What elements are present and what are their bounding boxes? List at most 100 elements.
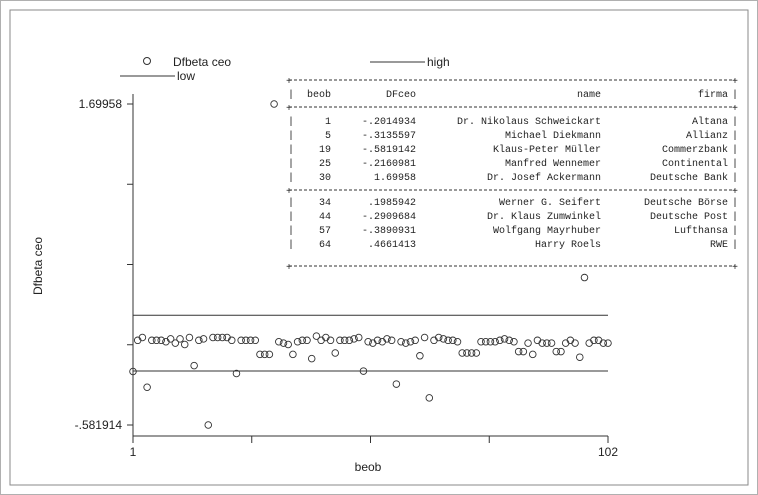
scatter-point	[444, 336, 452, 345]
scatter-point	[425, 394, 434, 402]
scatter-point	[434, 333, 443, 342]
listing-cell: Dr. Nikolaus Schweickart	[457, 116, 601, 128]
scatter-point	[463, 349, 471, 357]
scatter-point	[514, 347, 523, 356]
scatter-point	[284, 340, 292, 349]
listing-corner: +	[732, 187, 738, 198]
listing-cell: Commerzbank	[662, 144, 728, 156]
listing-bar: |	[288, 89, 294, 101]
listing-cell: Altana	[692, 116, 728, 128]
y-ticks: 1.69958 -.581914	[75, 97, 133, 432]
listing-corner: +	[286, 104, 292, 115]
scatter-point	[477, 337, 485, 346]
scatter-point	[472, 349, 481, 357]
scatter-point	[143, 383, 151, 391]
listing-header-cell: beob	[307, 89, 331, 101]
scatter-point	[420, 333, 429, 342]
scatter-point	[340, 336, 349, 345]
listing-cell: Klaus-Peter Müller	[493, 144, 601, 156]
listing-cell: .4661413	[368, 240, 416, 251]
scatter-point	[402, 339, 410, 347]
scatter-point	[387, 336, 396, 345]
listing-cell: Deutsche Post	[650, 211, 728, 223]
listing-header-cell: firma	[698, 89, 728, 101]
listing-cell: 25	[319, 159, 331, 170]
listing-bar: |	[288, 144, 294, 156]
listing-bar: |	[288, 225, 294, 237]
scatter-point	[209, 333, 217, 342]
listing-bar: |	[732, 239, 738, 251]
scatter-point	[580, 273, 589, 282]
listing-cell: -.2909684	[362, 212, 416, 223]
x-tick-label: 102	[598, 445, 618, 459]
scatter-point	[505, 336, 513, 345]
scatter-point	[557, 347, 565, 356]
listing-cell: -.3890931	[362, 226, 416, 237]
scatter-point	[392, 380, 401, 388]
listing-cell: 1	[325, 117, 331, 128]
scatter-point	[364, 337, 372, 346]
scatter-point	[228, 336, 236, 345]
scatter-point	[449, 336, 457, 345]
scatter-point	[373, 336, 382, 345]
scatter-point	[289, 350, 297, 359]
scatter-point	[359, 367, 368, 375]
x-ticks: 1 102	[130, 436, 618, 459]
scatter-point	[552, 347, 561, 356]
scatter-point	[486, 337, 495, 346]
scatter-point	[180, 340, 189, 349]
scatter-point	[571, 339, 579, 347]
scatter-point	[148, 336, 156, 345]
listing-cell: -.2160981	[362, 159, 416, 170]
scatter-point	[496, 336, 504, 345]
scatter-point	[467, 349, 476, 357]
scatter-point	[604, 339, 612, 347]
listing-corner: +	[286, 77, 292, 88]
scatter-point	[157, 336, 165, 345]
scatter-point	[275, 337, 283, 346]
scatter-point	[510, 337, 518, 346]
scatter-point	[491, 337, 499, 346]
scatter-point	[185, 333, 194, 342]
scatter-point	[293, 337, 302, 346]
listing-header-cell: name	[577, 90, 601, 101]
scatter-point	[265, 350, 274, 359]
scatter-point	[547, 339, 556, 347]
scatter-point	[152, 336, 161, 345]
scatter-point	[453, 337, 462, 346]
scatter-point	[279, 339, 288, 347]
scatter-point	[242, 336, 250, 345]
scatter-point	[270, 100, 278, 108]
listing-bar: |	[732, 211, 738, 223]
scatter-point	[190, 361, 198, 370]
scatter-point	[411, 336, 419, 345]
legend-label-dfbeta: Dfbeta ceo	[173, 55, 231, 69]
listing-cell: 44	[319, 212, 331, 223]
listing-bar: |	[732, 116, 738, 128]
listing-header-cell: DFceo	[386, 90, 416, 101]
listing-bar: |	[288, 197, 294, 209]
listing-cell: Continental	[662, 158, 728, 170]
scatter-point	[307, 354, 316, 363]
listing-bar: |	[288, 211, 294, 223]
listing-corner: +	[732, 104, 738, 115]
scatter-point	[519, 347, 528, 356]
listing-bar: |	[732, 144, 738, 156]
scatter-point	[406, 337, 415, 346]
scatter-points	[129, 100, 612, 429]
scatter-point	[331, 349, 339, 357]
listing-cell: -.5819142	[362, 145, 416, 156]
legend-circle-marker	[143, 57, 151, 65]
listing-bar: |	[288, 239, 294, 251]
scatter-point	[312, 332, 321, 340]
scatter-point	[303, 336, 311, 345]
listing-cell: 64	[319, 240, 331, 251]
scatter-point	[298, 336, 307, 345]
y-tick-label: 1.69958	[79, 97, 123, 111]
listing-bar: |	[732, 130, 738, 142]
listing-corner: +	[286, 263, 292, 274]
scatter-point	[458, 349, 466, 357]
scatter-point	[138, 333, 147, 342]
listing-cell: RWE	[710, 240, 728, 251]
